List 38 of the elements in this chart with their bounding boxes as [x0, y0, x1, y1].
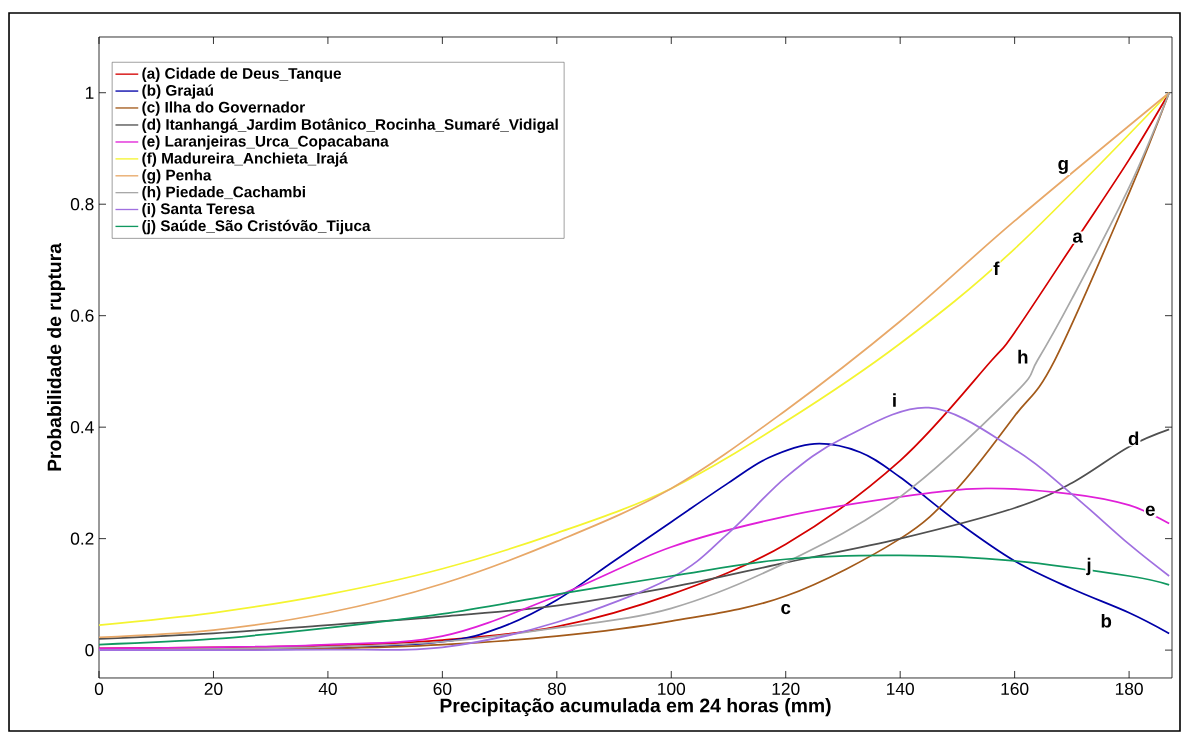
legend-label: (g) Penha [142, 169, 212, 184]
annotation: b [1101, 613, 1112, 628]
legend-label: (i) Santa Teresa [142, 202, 255, 218]
x-tick-label: 120 [772, 682, 800, 695]
y-tick-label: 0.4 [70, 421, 94, 434]
x-tick-label: 140 [887, 682, 914, 695]
y-tick-label: 0.8 [70, 198, 94, 211]
y-axis-title: Probabilidade de ruptura [47, 242, 66, 471]
x-axis-title: Precipitação acumulada em 24 horas (mm) [440, 698, 831, 717]
legend-label: (j) Saúde_São Cristóvão_Tijuca [142, 219, 371, 235]
x-tick-label: 60 [433, 682, 452, 695]
x-tick-label: 40 [318, 682, 337, 695]
legend-label: (a) Cidade de Deus_Tanque [142, 67, 341, 82]
y-tick-label: 0 [85, 643, 94, 657]
x-tick-label: 160 [1001, 682, 1029, 695]
annotation: e [1145, 505, 1155, 516]
annotation: d [1128, 431, 1139, 446]
annotation: j [1086, 557, 1091, 576]
y-tick-label: 0.2 [70, 532, 94, 545]
annotation: h [1018, 349, 1028, 364]
annotation: f [993, 261, 1000, 276]
x-tick-label: 20 [204, 682, 223, 695]
legend-label: (c) Ilha do Governador [142, 101, 305, 116]
annotation: c [781, 603, 791, 615]
legend-label: (h) Piedade_Cachambi [142, 186, 305, 201]
y-tick-label: 0.6 [70, 309, 94, 322]
x-tick-label: 100 [658, 682, 686, 695]
x-tick-label: 80 [547, 682, 566, 695]
legend-label: (b) Grajaú [142, 84, 213, 99]
y-tick-label: 1 [85, 86, 94, 99]
legend-label: (f) Madureira_Anchieta_Irajá [142, 152, 348, 167]
legend-label: (d) Itanhangá_Jardim Botânico_Rocinha_Sumaré_Vidigal [142, 118, 558, 133]
annotation: a [1072, 232, 1083, 243]
x-tick-label: 180 [1115, 682, 1143, 695]
legend-label: (e) Laranjeiras_Urca_Copacabana [142, 135, 389, 150]
x-tick-label: 0 [94, 682, 104, 695]
annotation: i [893, 393, 896, 407]
annotation: g [1058, 159, 1068, 174]
